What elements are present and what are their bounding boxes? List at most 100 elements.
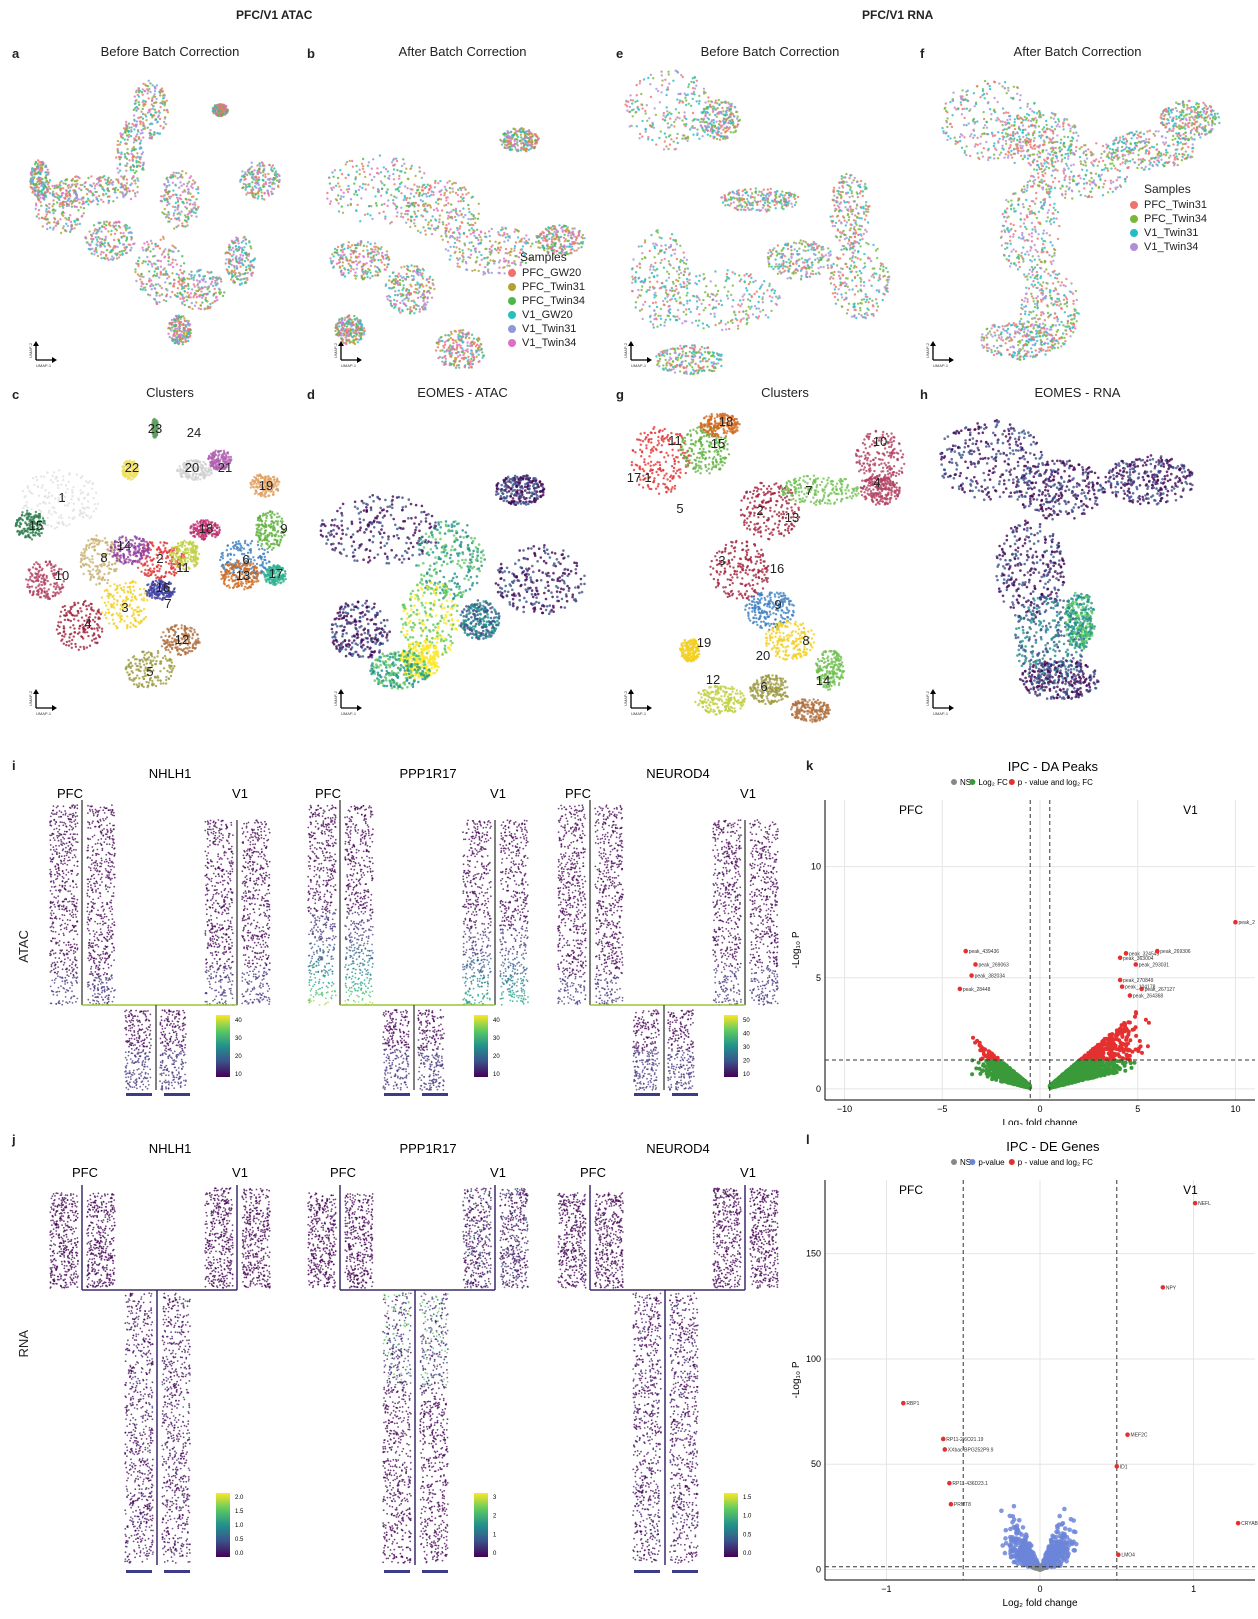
umap-point: [530, 145, 533, 148]
umap-point: [146, 263, 150, 266]
umap-point: [735, 117, 739, 120]
umap-point: [249, 260, 253, 263]
umap-point: [230, 272, 234, 276]
umap-point: [682, 285, 686, 288]
umap-point: [162, 250, 166, 253]
umap-point: [509, 141, 513, 144]
umap-point: [116, 245, 119, 249]
umap-point: [370, 261, 374, 264]
umap-point: [165, 99, 168, 102]
umap-point: [158, 301, 161, 304]
umap-point: [141, 262, 144, 265]
umap-point: [399, 170, 402, 173]
umap-point: [140, 285, 143, 288]
umap-point: [253, 169, 256, 172]
umap-point: [467, 217, 470, 221]
umap-point: [202, 275, 205, 278]
umap-point: [346, 204, 350, 207]
umap-point: [275, 172, 278, 176]
umap-point: [40, 204, 43, 207]
umap-point: [145, 119, 148, 122]
umap-point: [183, 219, 187, 222]
umap-point: [151, 97, 154, 100]
umap-point: [375, 265, 379, 269]
umap-point: [663, 257, 666, 261]
umap-point: [142, 103, 145, 106]
umap-point: [448, 334, 451, 337]
umap-point: [175, 336, 179, 339]
umap-point: [670, 254, 673, 257]
umap-point: [717, 123, 721, 126]
umap-point: [69, 194, 72, 198]
umap-point: [688, 128, 692, 131]
umap-point: [158, 90, 162, 93]
umap-point: [108, 222, 111, 225]
umap-point: [127, 243, 130, 246]
umap-point: [466, 360, 469, 363]
umap-point: [48, 206, 51, 210]
umap-point: [63, 229, 67, 232]
umap-point: [76, 182, 79, 186]
umap-point: [173, 341, 176, 345]
umap-point: [659, 130, 662, 133]
umap-point: [141, 168, 144, 171]
umap-point: [547, 230, 551, 233]
umap-point: [429, 219, 433, 222]
umap-point: [409, 192, 413, 195]
umap-point: [398, 174, 401, 178]
umap-point: [721, 137, 725, 140]
umap-point: [382, 166, 385, 169]
umap-point: [135, 133, 139, 136]
umap-point: [653, 309, 656, 312]
umap-point: [648, 288, 651, 292]
umap-point: [715, 137, 719, 141]
umap-point: [41, 177, 44, 181]
umap-point: [94, 228, 97, 231]
umap-point: [341, 264, 344, 267]
umap-point: [461, 347, 464, 350]
umap-point: [101, 185, 104, 189]
umap-point: [35, 204, 38, 207]
umap-point: [127, 231, 130, 235]
umap-point: [663, 132, 667, 135]
umap-point: [370, 258, 374, 262]
umap-point: [107, 201, 110, 205]
umap-point: [714, 99, 718, 102]
umap-point: [349, 256, 353, 259]
umap-point: [377, 258, 380, 262]
umap-point: [383, 202, 386, 206]
umap-point: [347, 271, 350, 275]
umap-point: [682, 251, 685, 254]
umap-point: [728, 115, 731, 119]
umap-point: [674, 248, 677, 251]
umap-point: [658, 136, 661, 140]
umap-point: [155, 300, 158, 303]
umap-point: [725, 125, 728, 128]
umap-point: [74, 191, 78, 194]
umap-point: [124, 155, 127, 158]
umap-point: [170, 321, 173, 325]
umap-point: [189, 175, 193, 178]
umap-point: [201, 296, 204, 300]
umap-point: [656, 89, 660, 93]
umap-point: [237, 271, 241, 274]
umap-point: [261, 162, 264, 165]
umap-point: [179, 181, 182, 184]
umap-point: [218, 292, 222, 296]
umap-point: [247, 252, 251, 256]
umap-point: [333, 247, 337, 251]
umap-point: [460, 339, 463, 342]
umap-point: [534, 240, 538, 244]
umap-point: [384, 215, 387, 218]
umap-point: [59, 218, 62, 221]
umap-point: [138, 116, 141, 119]
umap-point: [697, 118, 700, 122]
umap-point: [58, 203, 61, 206]
umap-point: [115, 156, 118, 159]
umap-point: [351, 159, 354, 163]
umap-point: [137, 164, 141, 167]
umap-point: [357, 188, 361, 192]
umap-point: [349, 270, 352, 273]
umap-point: [232, 250, 236, 253]
umap-point: [522, 142, 525, 145]
